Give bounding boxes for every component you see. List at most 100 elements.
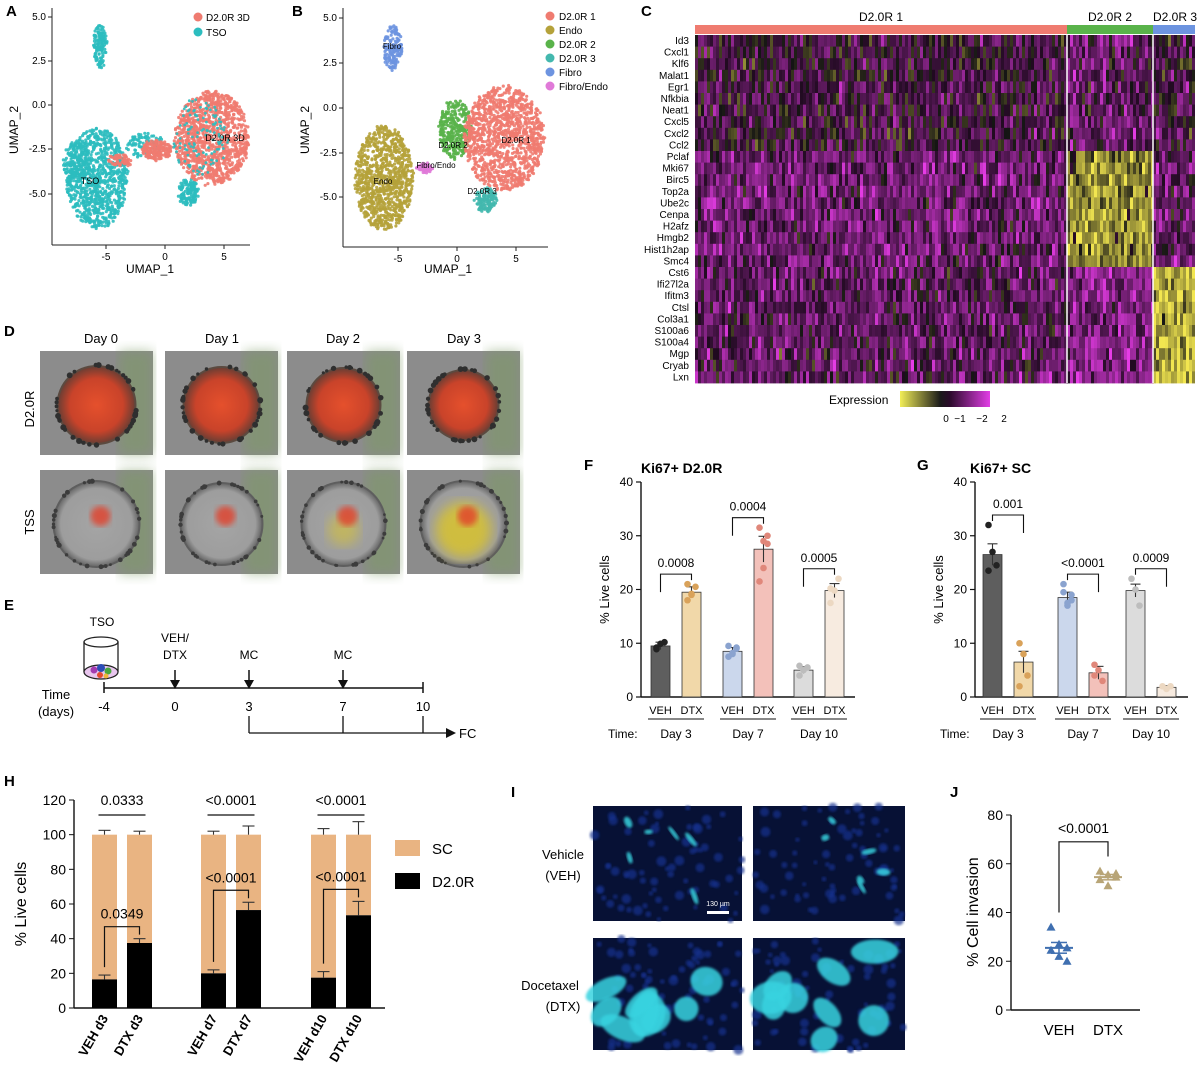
umap-b-cluster-label: Endo (374, 177, 393, 186)
invasion-row-label: Docetaxel (521, 978, 579, 993)
y-tick-label: 60 (987, 856, 1003, 872)
data-point (1091, 672, 1098, 679)
bar-label: DTX (753, 705, 776, 717)
p-value: <0.0001 (316, 792, 367, 808)
group-label: Day 7 (732, 727, 764, 741)
heatmap-gene-label: Lxn (673, 372, 689, 383)
data-point (835, 575, 842, 582)
data-point (827, 600, 834, 607)
legend-label: D2.0R 3D (206, 13, 250, 24)
heatmap-gene-label: H2afz (663, 222, 689, 233)
umap-a-legend: D2.0R 3D TSO (194, 13, 250, 40)
scale-bar (707, 911, 729, 914)
y-tick-label: 40 (50, 931, 66, 947)
data-point (764, 532, 771, 539)
panel-d: D Day 0 Day 1 Day 2 Day 3 D2.0R TSS (4, 323, 520, 574)
day-column-label: Day 3 (447, 331, 481, 346)
data-point (729, 651, 736, 658)
timeline-tick: 0 (171, 699, 178, 714)
panel-letter-i: I (511, 784, 515, 801)
bar-d20r (311, 978, 336, 1008)
event-label: MC (240, 648, 259, 662)
bar-label: VEH (981, 705, 1004, 717)
chart-title: Ki67+ SC (970, 460, 1031, 476)
legend-swatch (395, 873, 420, 889)
data-point (733, 644, 740, 651)
invasion-image-grid (582, 803, 907, 1058)
y-axis-label: % Cell invasion (965, 857, 982, 966)
umap-a-cluster-label: TSO (81, 176, 100, 186)
colorbar-tick: −1 (954, 414, 966, 425)
axis-tick-label: -2.5 (320, 148, 338, 159)
category-label: VEH d3 (75, 1012, 111, 1059)
heatmap-gene-label: Mgp (670, 349, 690, 360)
culture-well-icon (84, 637, 118, 679)
legend-swatch (546, 54, 555, 63)
y-tick-label: 20 (620, 583, 634, 597)
invasion-image (748, 938, 907, 1058)
day-column-label: Day 1 (205, 331, 239, 346)
data-point (1128, 575, 1135, 582)
y-tick-label: 30 (954, 529, 968, 543)
panel-letter-a: A (6, 3, 17, 20)
heatmap-gene-label: Klf6 (672, 59, 690, 70)
data-point (985, 567, 992, 574)
heatmap-gene-label: Hist1h2ap (644, 245, 689, 256)
heatmap-gene-label: Mki67 (662, 164, 689, 175)
p-value: 0.0009 (1133, 551, 1170, 565)
heatmap-gene-label: Id3 (675, 36, 689, 47)
heatmap-group-bar (695, 25, 1067, 34)
micrograph-image (165, 351, 278, 455)
data-point (1016, 683, 1023, 690)
tso-label: TSO (90, 615, 115, 629)
y-tick-label: 40 (954, 475, 968, 489)
timeline-tick: 10 (416, 699, 430, 714)
heatmap-group-bar (1153, 25, 1195, 34)
heatmap-group-label: D2.0R 1 (859, 10, 903, 24)
data-point (1060, 581, 1067, 588)
category-label: DTX d3 (111, 1012, 146, 1058)
category-label: VEH (1044, 1022, 1075, 1039)
colorbar-tick: −2 (976, 414, 988, 425)
heatmap-gene-label: Ccl2 (669, 140, 689, 151)
invasion-row-label: (VEH) (545, 868, 580, 883)
significance-bracket (993, 515, 1024, 533)
umap-a-cluster-label: D2.0R 3D (205, 133, 245, 143)
heatmap-gene-label: Ifitm3 (665, 291, 690, 302)
group-label: Day 3 (992, 727, 1024, 741)
data-point (1063, 957, 1072, 965)
umap-b-cluster-label: Fibro/Endo (416, 161, 456, 170)
p-value: 0.0005 (801, 551, 838, 565)
time-label: Time (42, 687, 70, 702)
axis-tick-label: -5 (394, 254, 403, 265)
data-point (653, 646, 660, 653)
y-tick-label: 30 (620, 529, 634, 543)
legend-swatch (546, 82, 555, 91)
data-point (796, 672, 803, 679)
axis-tick-label: 0.0 (32, 100, 46, 111)
data-point (1091, 661, 1098, 668)
micrograph-image (287, 470, 400, 574)
time-label: Time: (608, 727, 638, 741)
umap-b-cluster-label: Fibro (383, 42, 402, 51)
heatmap-gene-label: Birc5 (666, 175, 689, 186)
y-tick-label: 80 (987, 807, 1003, 823)
p-value: <0.0001 (206, 792, 257, 808)
y-tick-label: 120 (43, 792, 67, 808)
legend-label: D2.0R 3 (559, 54, 596, 65)
heatmap-gene-label: Cxcl2 (664, 129, 689, 140)
axis-tick-label: 5.0 (32, 12, 46, 23)
legend-swatch (546, 12, 555, 21)
micrograph-row-label: TSS (22, 509, 37, 535)
bar-label: VEH (1124, 705, 1147, 717)
bar-label: VEH (721, 705, 744, 717)
data-point (796, 663, 803, 670)
group-label: Day 10 (800, 727, 838, 741)
umap-a-points (62, 24, 250, 230)
heatmap-group-bar (1067, 25, 1153, 34)
data-point (661, 639, 668, 646)
umap-b-xlabel: UMAP_1 (424, 262, 472, 276)
